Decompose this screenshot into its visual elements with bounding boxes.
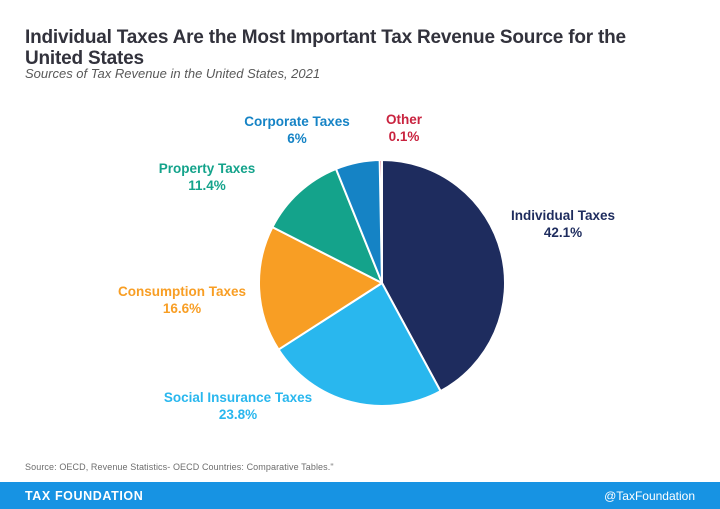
label-corporate-taxes: Corporate Taxes 6% bbox=[244, 113, 350, 147]
slice-value: 23.8% bbox=[218, 407, 258, 422]
slice-name: Other bbox=[385, 112, 423, 127]
pie-slice-social-insurance-taxes bbox=[277, 282, 442, 407]
slice-name: Social Insurance Taxes bbox=[163, 390, 313, 405]
pie-slice-consumption-taxes bbox=[258, 226, 383, 351]
brand-name: TAX FOUNDATION bbox=[25, 488, 144, 503]
slice-value: 6% bbox=[287, 131, 307, 146]
pie-slice-other bbox=[378, 158, 383, 284]
pie-svg bbox=[258, 158, 506, 407]
pie-slice-individual-taxes bbox=[381, 159, 506, 393]
slice-value: 0.1% bbox=[388, 129, 420, 144]
slice-value: 16.6% bbox=[162, 301, 202, 316]
source-note: Source: OECD, Revenue Statistics- OECD C… bbox=[25, 462, 334, 472]
pie-chart bbox=[255, 156, 509, 410]
page-title: Individual Taxes Are the Most Important … bbox=[25, 26, 626, 69]
chart-subtitle: Sources of Tax Revenue in the United Sta… bbox=[25, 66, 321, 81]
label-other: Other 0.1% bbox=[386, 111, 422, 145]
slice-name: Consumption Taxes bbox=[117, 284, 247, 299]
slice-name: Individual Taxes bbox=[510, 208, 616, 223]
slice-value: 42.1% bbox=[543, 225, 583, 240]
label-individual-taxes: Individual Taxes 42.1% bbox=[511, 207, 615, 241]
label-consumption-taxes: Consumption Taxes 16.6% bbox=[118, 283, 246, 317]
label-property-taxes: Property Taxes 11.4% bbox=[159, 160, 256, 194]
twitter-handle: @TaxFoundation bbox=[604, 488, 695, 503]
pie-slice-property-taxes bbox=[271, 167, 383, 284]
slice-value: 11.4% bbox=[188, 178, 226, 193]
label-social-insurance-taxes: Social Insurance Taxes 23.8% bbox=[164, 389, 312, 423]
slice-name: Property Taxes bbox=[158, 161, 256, 176]
footer-bar: TAX FOUNDATION @TaxFoundation bbox=[0, 482, 720, 509]
slice-name: Corporate Taxes bbox=[244, 114, 350, 129]
